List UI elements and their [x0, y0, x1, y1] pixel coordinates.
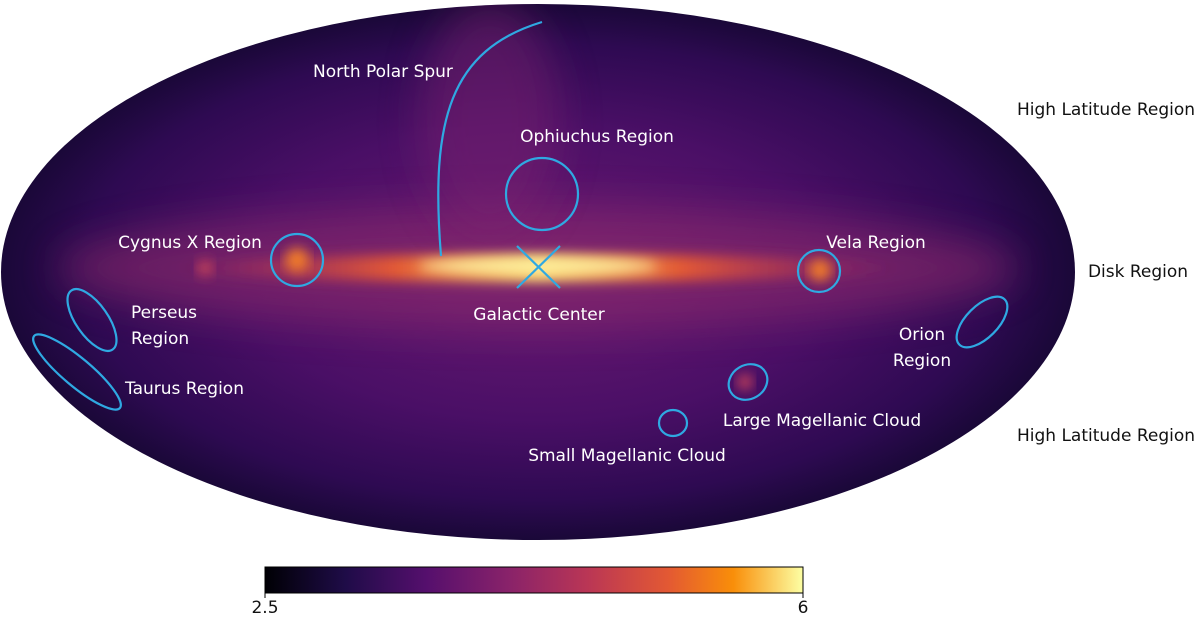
region-outlines: [32, 20, 1009, 438]
annotation-label: Cygnus X Region: [118, 233, 262, 253]
colorbar-tick-label: 2.5: [251, 598, 278, 618]
annotation-label: Galactic Center: [473, 305, 604, 325]
side-label: High Latitude Region: [1017, 100, 1195, 120]
annotation-label: Perseus: [131, 303, 197, 323]
annotation-label: Vela Region: [826, 233, 926, 253]
annotation-label: Large Magellanic Cloud: [723, 411, 921, 431]
colorbar: 2.5 6: [251, 566, 809, 618]
annotation-label: Small Magellanic Cloud: [528, 446, 726, 466]
annotation-label: North Polar Spur: [313, 62, 453, 82]
annotation-label: Orion: [899, 325, 945, 345]
side-label: Disk Region: [1088, 262, 1188, 282]
colorbar-tick-label: 6: [798, 598, 809, 618]
annotations: North Polar Spur Ophiuchus Region Cygnus X…: [118, 62, 951, 466]
side-labels: High Latitude Region Disk Region High Lati…: [1017, 100, 1195, 446]
annotation-label: Region: [893, 351, 951, 371]
annotation-label: Taurus Region: [124, 379, 244, 399]
annotation-label: Region: [131, 329, 189, 349]
colorbar-gradient: [264, 566, 804, 594]
annotation-label: Ophiuchus Region: [520, 127, 674, 147]
side-label: High Latitude Region: [1017, 426, 1195, 446]
